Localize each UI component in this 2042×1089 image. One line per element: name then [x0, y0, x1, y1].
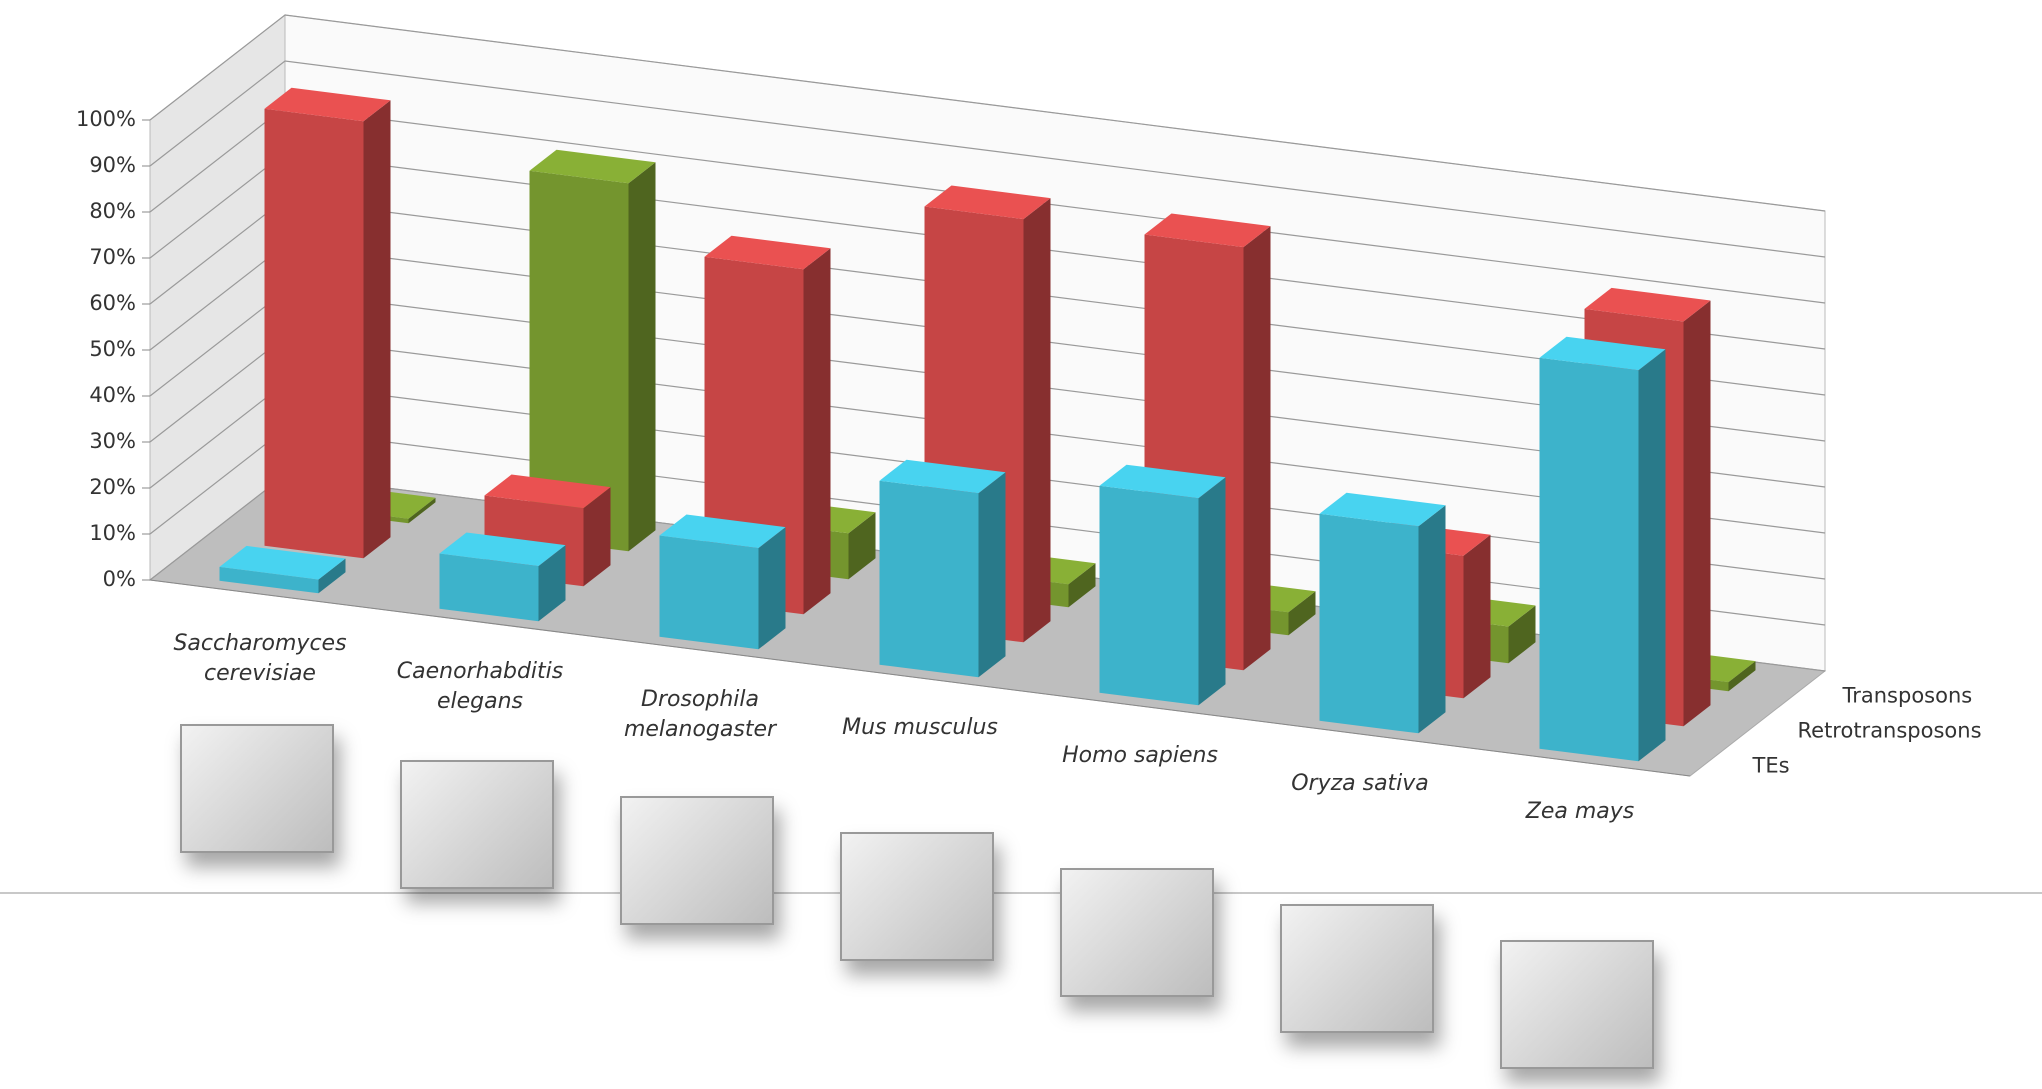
x-tick-label: Saccharomyces cerevisiae: [173, 631, 347, 686]
organism-picture: [1500, 940, 1654, 1069]
bar-side: [1638, 349, 1666, 762]
bar: [264, 87, 391, 559]
bar-top: [439, 532, 566, 567]
y-tick-label: 50%: [89, 337, 136, 361]
bar-top: [219, 545, 346, 580]
grid-line: [149, 60, 1826, 258]
bar-side: [1728, 661, 1756, 692]
bar-front: [1319, 513, 1419, 734]
bar-side: [1683, 300, 1711, 727]
bar-side: [1068, 563, 1096, 608]
bar: [1539, 336, 1666, 762]
bar-side: [1023, 198, 1051, 643]
bar-top: [1584, 287, 1711, 322]
bar-top: [704, 235, 831, 270]
y-tick-label: 40%: [89, 383, 136, 407]
x-tick-label: Drosophila melanogaster: [623, 687, 777, 742]
bar: [439, 532, 566, 622]
y-tick-label: 80%: [89, 199, 136, 223]
bar-top: [264, 87, 391, 122]
organism-picture: [400, 760, 554, 889]
series-label: TEs: [1752, 754, 1790, 778]
organism-picture: [180, 724, 334, 853]
x-tick-label: Homo sapiens: [1062, 743, 1218, 768]
bar-side: [1198, 477, 1226, 706]
bar: [1319, 492, 1446, 734]
x-axis: [149, 579, 1691, 777]
organism-picture: [840, 832, 994, 961]
x-tick-label: Caenorhabditis elegans: [396, 659, 564, 714]
bar-front: [264, 108, 364, 559]
bar-side: [848, 512, 876, 580]
bar-side: [628, 162, 656, 552]
bar-side: [538, 545, 566, 622]
y-tick-label: 90%: [89, 153, 136, 177]
bar-top: [484, 474, 611, 509]
series-label: Transposons: [1842, 684, 1973, 708]
bar-top: [529, 149, 656, 184]
organism-picture: [1280, 904, 1434, 1033]
bar-top: [1319, 492, 1446, 527]
y-tick-label: 0%: [103, 567, 136, 591]
bar-side: [1288, 591, 1316, 636]
organism-picture: [620, 796, 774, 925]
x-tick-label: Zea mays: [1525, 799, 1635, 824]
bar-front: [1099, 485, 1199, 706]
bar-front: [529, 170, 629, 552]
bar: [879, 459, 1006, 678]
y-tick-label: 20%: [89, 475, 136, 499]
bar-front: [659, 535, 759, 650]
x-tick-label: Oryza sativa: [1291, 771, 1429, 796]
bar-front: [219, 566, 319, 594]
bar-side: [363, 100, 391, 559]
bar: [219, 545, 346, 594]
bar-top: [1144, 213, 1271, 248]
bar-front: [1539, 357, 1639, 762]
bar: [529, 149, 656, 552]
bar: [1099, 464, 1226, 706]
y-tick-label: 60%: [89, 291, 136, 315]
y-tick-label: 10%: [89, 521, 136, 545]
bar-front: [439, 553, 539, 622]
bar-top: [879, 459, 1006, 494]
bar: [659, 514, 786, 650]
bar-side: [978, 472, 1006, 678]
bar-side: [1463, 534, 1491, 699]
organism-picture: [1060, 868, 1214, 997]
bar-side: [583, 487, 611, 587]
bar-side: [408, 497, 436, 524]
y-tick-label: 30%: [89, 429, 136, 453]
bar-side: [1418, 505, 1446, 734]
bar-side: [1243, 226, 1271, 671]
series-label: Retrotransposons: [1798, 719, 1982, 743]
bar-side: [318, 558, 346, 594]
x-tick-label: Mus musculus: [842, 715, 998, 740]
grid-line: [149, 14, 1826, 212]
bar-top: [924, 185, 1051, 220]
bar-top: [1539, 336, 1666, 371]
y-tick-label: 70%: [89, 245, 136, 269]
y-tick-label: 100%: [76, 107, 136, 131]
bar-top: [1099, 464, 1226, 499]
bar-side: [1508, 605, 1536, 664]
bar-top: [659, 514, 786, 549]
bar-side: [803, 248, 831, 615]
bar-front: [879, 480, 979, 678]
bar-side: [758, 527, 786, 650]
